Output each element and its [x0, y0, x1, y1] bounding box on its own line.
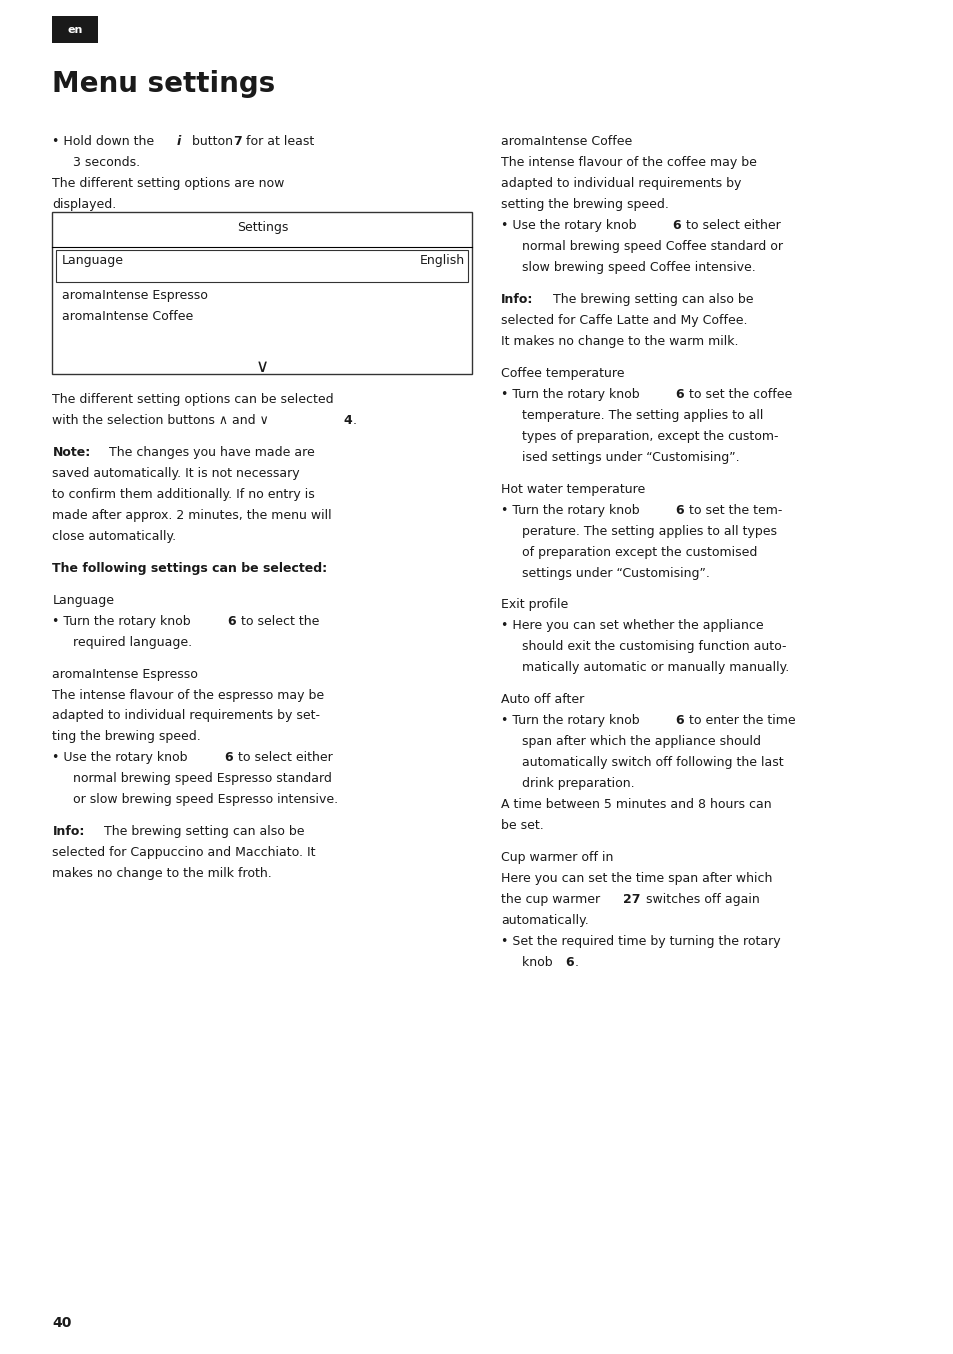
Text: setting the brewing speed.: setting the brewing speed. — [500, 198, 668, 211]
Text: Coffee temperature: Coffee temperature — [500, 367, 623, 380]
Text: adapted to individual requirements by set-: adapted to individual requirements by se… — [52, 709, 320, 723]
Text: Here you can set the time span after which: Here you can set the time span after whi… — [500, 872, 771, 886]
Text: aromaIntense Coffee: aromaIntense Coffee — [500, 135, 632, 149]
Text: to confirm them additionally. If no entry is: to confirm them additionally. If no entr… — [52, 487, 314, 501]
Text: The brewing setting can also be: The brewing setting can also be — [100, 825, 304, 838]
Text: 27: 27 — [622, 892, 639, 906]
Text: • Turn the rotary knob: • Turn the rotary knob — [500, 714, 643, 727]
Text: Menu settings: Menu settings — [52, 70, 275, 99]
Text: types of preparation, except the custom-: types of preparation, except the custom- — [521, 429, 778, 443]
Text: required language.: required language. — [73, 635, 193, 649]
Text: automatically switch off following the last: automatically switch off following the l… — [521, 756, 782, 769]
Text: Auto off after: Auto off after — [500, 693, 583, 707]
Text: Hot water temperature: Hot water temperature — [500, 482, 644, 496]
Text: perature. The setting applies to all types: perature. The setting applies to all typ… — [521, 524, 776, 538]
Text: selected for Cappuccino and Macchiato. It: selected for Cappuccino and Macchiato. I… — [52, 846, 315, 860]
Text: It makes no change to the warm milk.: It makes no change to the warm milk. — [500, 334, 738, 348]
Bar — [56, 249, 468, 282]
Text: to select either: to select either — [681, 219, 781, 233]
Text: makes no change to the milk froth.: makes no change to the milk froth. — [52, 867, 272, 880]
Text: The different setting options can be selected: The different setting options can be sel… — [52, 393, 334, 406]
Text: made after approx. 2 minutes, the menu will: made after approx. 2 minutes, the menu w… — [52, 509, 332, 523]
Text: i: i — [176, 135, 180, 149]
Text: • Use the rotary knob: • Use the rotary knob — [52, 751, 192, 765]
Text: normal brewing speed Espresso standard: normal brewing speed Espresso standard — [73, 772, 332, 785]
Text: Cup warmer off in: Cup warmer off in — [500, 850, 613, 864]
Text: span after which the appliance should: span after which the appliance should — [521, 735, 760, 749]
Text: The intense flavour of the espresso may be: The intense flavour of the espresso may … — [52, 688, 324, 701]
Text: Language: Language — [62, 253, 124, 267]
Text: 3 seconds.: 3 seconds. — [73, 156, 140, 169]
Text: ting the brewing speed.: ting the brewing speed. — [52, 730, 201, 743]
Text: • Use the rotary knob: • Use the rotary knob — [500, 219, 639, 233]
Text: to set the tem-: to set the tem- — [684, 504, 781, 517]
Text: Exit profile: Exit profile — [500, 598, 567, 612]
Text: Info:: Info: — [52, 825, 85, 838]
Text: • Turn the rotary knob: • Turn the rotary knob — [52, 615, 195, 628]
Text: with the selection buttons ∧ and ∨: with the selection buttons ∧ and ∨ — [52, 414, 269, 428]
Text: 40: 40 — [52, 1316, 71, 1330]
FancyBboxPatch shape — [52, 16, 98, 43]
Text: Settings: Settings — [236, 221, 288, 234]
Text: to set the coffee: to set the coffee — [684, 387, 791, 401]
Text: Language: Language — [52, 593, 114, 607]
Text: normal brewing speed Coffee standard or: normal brewing speed Coffee standard or — [521, 240, 782, 253]
Text: Info:: Info: — [500, 292, 533, 306]
Text: 6: 6 — [675, 387, 683, 401]
Text: The changes you have made are: The changes you have made are — [105, 445, 314, 459]
Text: matically automatic or manually manually.: matically automatic or manually manually… — [521, 661, 788, 674]
Text: temperature. The setting applies to all: temperature. The setting applies to all — [521, 409, 762, 422]
Text: 7: 7 — [233, 135, 241, 149]
Text: automatically.: automatically. — [500, 914, 588, 927]
Text: should exit the customising function auto-: should exit the customising function aut… — [521, 640, 785, 654]
Text: ∨: ∨ — [255, 357, 269, 376]
Bar — [52, 211, 472, 374]
Text: ised settings under “Customising”.: ised settings under “Customising”. — [521, 451, 739, 464]
Text: 6: 6 — [564, 956, 573, 969]
Text: for at least: for at least — [242, 135, 314, 149]
Text: the cup warmer: the cup warmer — [500, 892, 603, 906]
Text: be set.: be set. — [500, 819, 543, 833]
Text: 6: 6 — [224, 751, 233, 765]
Text: to select the: to select the — [236, 615, 318, 628]
Text: The brewing setting can also be: The brewing setting can also be — [548, 292, 752, 306]
Text: The following settings can be selected:: The following settings can be selected: — [52, 562, 327, 575]
Text: 4: 4 — [343, 414, 352, 428]
Text: 6: 6 — [227, 615, 235, 628]
Text: drink preparation.: drink preparation. — [521, 777, 634, 791]
Text: saved automatically. It is not necessary: saved automatically. It is not necessary — [52, 467, 300, 481]
Text: switches off again: switches off again — [641, 892, 759, 906]
Text: .: . — [574, 956, 578, 969]
Text: knob: knob — [521, 956, 556, 969]
Text: The different setting options are now: The different setting options are now — [52, 177, 285, 191]
Text: • Turn the rotary knob: • Turn the rotary knob — [500, 387, 643, 401]
Text: 6: 6 — [672, 219, 680, 233]
Text: 6: 6 — [675, 504, 683, 517]
Text: of preparation except the customised: of preparation except the customised — [521, 546, 757, 559]
Text: adapted to individual requirements by: adapted to individual requirements by — [500, 177, 740, 191]
Text: • Set the required time by turning the rotary: • Set the required time by turning the r… — [500, 934, 780, 948]
Text: aromaIntense Espresso: aromaIntense Espresso — [62, 288, 208, 302]
Text: • Hold down the: • Hold down the — [52, 135, 158, 149]
Text: button: button — [188, 135, 236, 149]
Text: aromaIntense Coffee: aromaIntense Coffee — [62, 310, 193, 324]
Text: • Here you can set whether the appliance: • Here you can set whether the appliance — [500, 619, 762, 632]
Text: to enter the time: to enter the time — [684, 714, 795, 727]
Text: selected for Caffe Latte and My Coffee.: selected for Caffe Latte and My Coffee. — [500, 314, 746, 328]
Text: to select either: to select either — [233, 751, 333, 765]
Text: The intense flavour of the coffee may be: The intense flavour of the coffee may be — [500, 156, 756, 169]
Text: English: English — [419, 253, 464, 267]
Text: slow brewing speed Coffee intensive.: slow brewing speed Coffee intensive. — [521, 261, 755, 275]
Text: A time between 5 minutes and 8 hours can: A time between 5 minutes and 8 hours can — [500, 798, 771, 811]
Text: aromaIntense Espresso: aromaIntense Espresso — [52, 668, 198, 681]
Text: displayed.: displayed. — [52, 198, 116, 211]
Text: .: . — [353, 414, 356, 428]
Text: • Turn the rotary knob: • Turn the rotary knob — [500, 504, 643, 517]
Text: or slow brewing speed Espresso intensive.: or slow brewing speed Espresso intensive… — [73, 793, 338, 807]
Text: close automatically.: close automatically. — [52, 529, 176, 543]
Text: settings under “Customising”.: settings under “Customising”. — [521, 566, 709, 580]
Text: en: en — [68, 24, 83, 35]
Text: Note:: Note: — [52, 445, 91, 459]
Text: 6: 6 — [675, 714, 683, 727]
